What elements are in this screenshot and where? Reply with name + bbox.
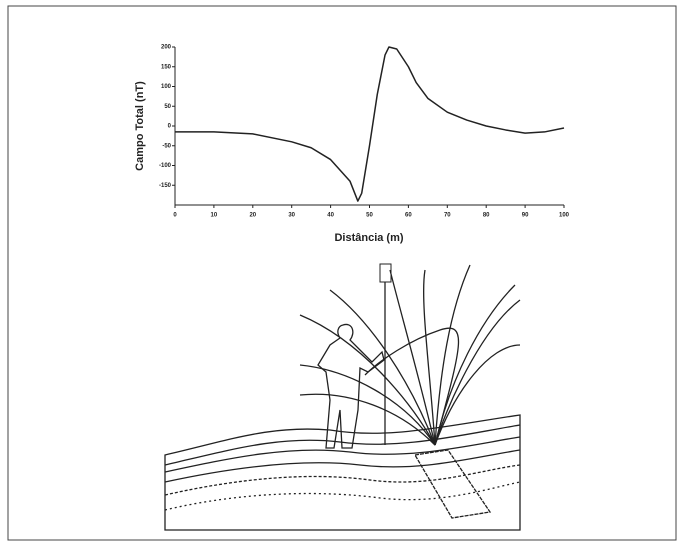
y-tick-label: 200 bbox=[161, 45, 172, 51]
x-axis-label: Distância (m) bbox=[334, 232, 403, 244]
x-tick-label: 60 bbox=[405, 213, 412, 219]
y-tick-label: 150 bbox=[161, 64, 172, 70]
x-tick-label: 10 bbox=[211, 213, 218, 219]
x-tick-label: 0 bbox=[173, 213, 177, 219]
y-tick-label: 50 bbox=[164, 104, 171, 110]
x-tick-label: 80 bbox=[483, 213, 490, 219]
x-tick-label: 30 bbox=[288, 213, 295, 219]
x-tick-label: 70 bbox=[444, 213, 451, 219]
y-tick-label: -150 bbox=[159, 183, 172, 189]
y-tick-label: -100 bbox=[159, 163, 172, 169]
data-line bbox=[175, 46, 565, 202]
x-tick-label: 40 bbox=[327, 213, 334, 219]
y-axis-label: Campo Total (nT) bbox=[134, 81, 146, 171]
x-tick-label: 90 bbox=[522, 213, 529, 219]
x-tick-label: 50 bbox=[366, 213, 373, 219]
survey-illustration bbox=[164, 263, 521, 531]
y-tick-label: -50 bbox=[162, 143, 171, 149]
y-tick-label: 0 bbox=[168, 124, 172, 130]
x-tick-label: 20 bbox=[249, 213, 256, 219]
x-tick-label: 100 bbox=[559, 213, 570, 219]
frame bbox=[7, 5, 677, 541]
y-tick-label: 100 bbox=[161, 84, 172, 90]
